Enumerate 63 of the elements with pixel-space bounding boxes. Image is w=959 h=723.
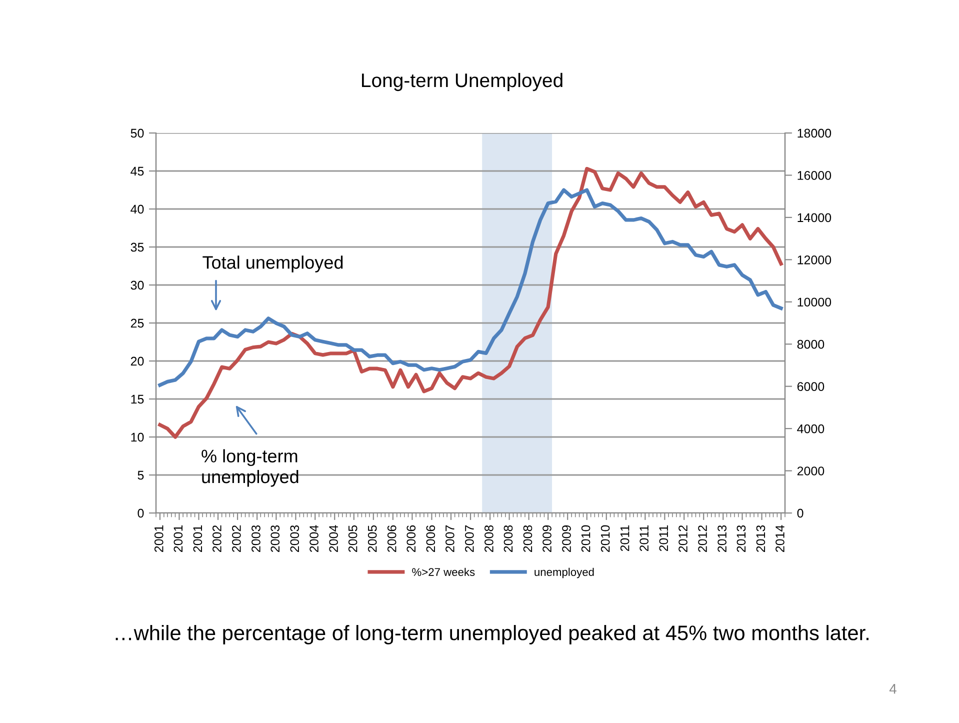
y-tick-label: 5 <box>138 470 144 480</box>
x-tick-label: 2011 <box>640 525 649 552</box>
x-tick-label: 2007 <box>445 525 454 552</box>
x-tick-label: 2001 <box>154 525 164 552</box>
line-series <box>158 166 783 439</box>
x-tick-label: 2012 <box>698 525 707 552</box>
x-tick-label: 2014 <box>776 525 784 552</box>
x-tick-label: 2011 <box>659 525 668 552</box>
x-tick-label: 2009 <box>562 525 571 552</box>
y-tick-label: 25 <box>130 318 144 328</box>
chart-title: Long-term Unemployed <box>362 72 562 92</box>
x-tick-label: 2009 <box>542 525 552 552</box>
y-tick-label: 35 <box>130 242 144 252</box>
x-tick-label: 2002 <box>232 525 241 552</box>
y2-tick-label: 12000 <box>798 255 832 264</box>
y2-tick-label: 14000 <box>798 213 832 222</box>
y-tick-label: 50 <box>130 128 144 138</box>
y2-tick-label: 10000 <box>798 298 832 307</box>
y-tick-label: 15 <box>131 394 144 404</box>
x-tick-label: 2012 <box>678 525 688 552</box>
x-tick-label: 2007 <box>465 525 474 552</box>
y2-tick-label: 8000 <box>797 340 824 349</box>
x-tick-label: 2006 <box>406 525 416 552</box>
y-tick-label: 20 <box>130 356 144 366</box>
x-tick-label: 2005 <box>348 525 358 552</box>
x-tick-label: 2003 <box>252 525 260 552</box>
x-tick-label: 2010 <box>581 525 590 552</box>
x-tick-label: 2008 <box>504 525 513 552</box>
text: 4 <box>889 684 896 694</box>
x-tick-label: 2005 <box>368 525 377 552</box>
x-tick-label: 2003 <box>290 525 300 552</box>
x-tick-label: 2002 <box>212 525 222 552</box>
x-tick-label: 2006 <box>387 525 396 552</box>
x-tick-label: 2011 <box>620 525 630 552</box>
y2-tick-label: 6000 <box>797 382 824 391</box>
legend-label: %>27 weeks <box>412 568 475 576</box>
x-tick-label: 2013 <box>718 525 726 552</box>
annotation: % long-term unemployed <box>202 449 298 487</box>
y-tick-label: 10 <box>131 432 144 442</box>
x-tick-label: 2001 <box>193 525 202 552</box>
x-tick-label: 2008 <box>523 525 532 552</box>
x-tick-label: 2013 <box>736 525 746 552</box>
y-tick-label: 30 <box>130 280 144 290</box>
x-tick-label: 2013 <box>756 525 766 552</box>
x-tick-label: 2010 <box>600 525 610 552</box>
y2-tick-label: 0 <box>797 508 804 518</box>
x-tick-label: 2001 <box>174 525 183 552</box>
x-tick-label: 2006 <box>426 525 436 552</box>
text: …while the percentage of long-term unemployed peaked at 45% two months later. <box>116 625 868 644</box>
y2-tick-label: 4000 <box>797 424 824 434</box>
y-tick-label: 40 <box>130 204 144 214</box>
y2-tick-label: 2000 <box>797 466 824 476</box>
y2-tick-label: 18000 <box>798 128 832 138</box>
y-tick-label: 0 <box>138 508 144 518</box>
line-series <box>158 188 783 387</box>
annotation: Total unemployed <box>202 256 343 272</box>
x-tick-label: 2004 <box>310 525 318 552</box>
x-tick-label: 2004 <box>329 525 338 552</box>
x-tick-label: 2008 <box>484 525 494 552</box>
y2-tick-label: 16000 <box>798 171 832 180</box>
legend-label: unemployed <box>534 568 594 578</box>
x-tick-label: 2003 <box>270 525 280 552</box>
y-tick-label: 45 <box>130 166 144 176</box>
